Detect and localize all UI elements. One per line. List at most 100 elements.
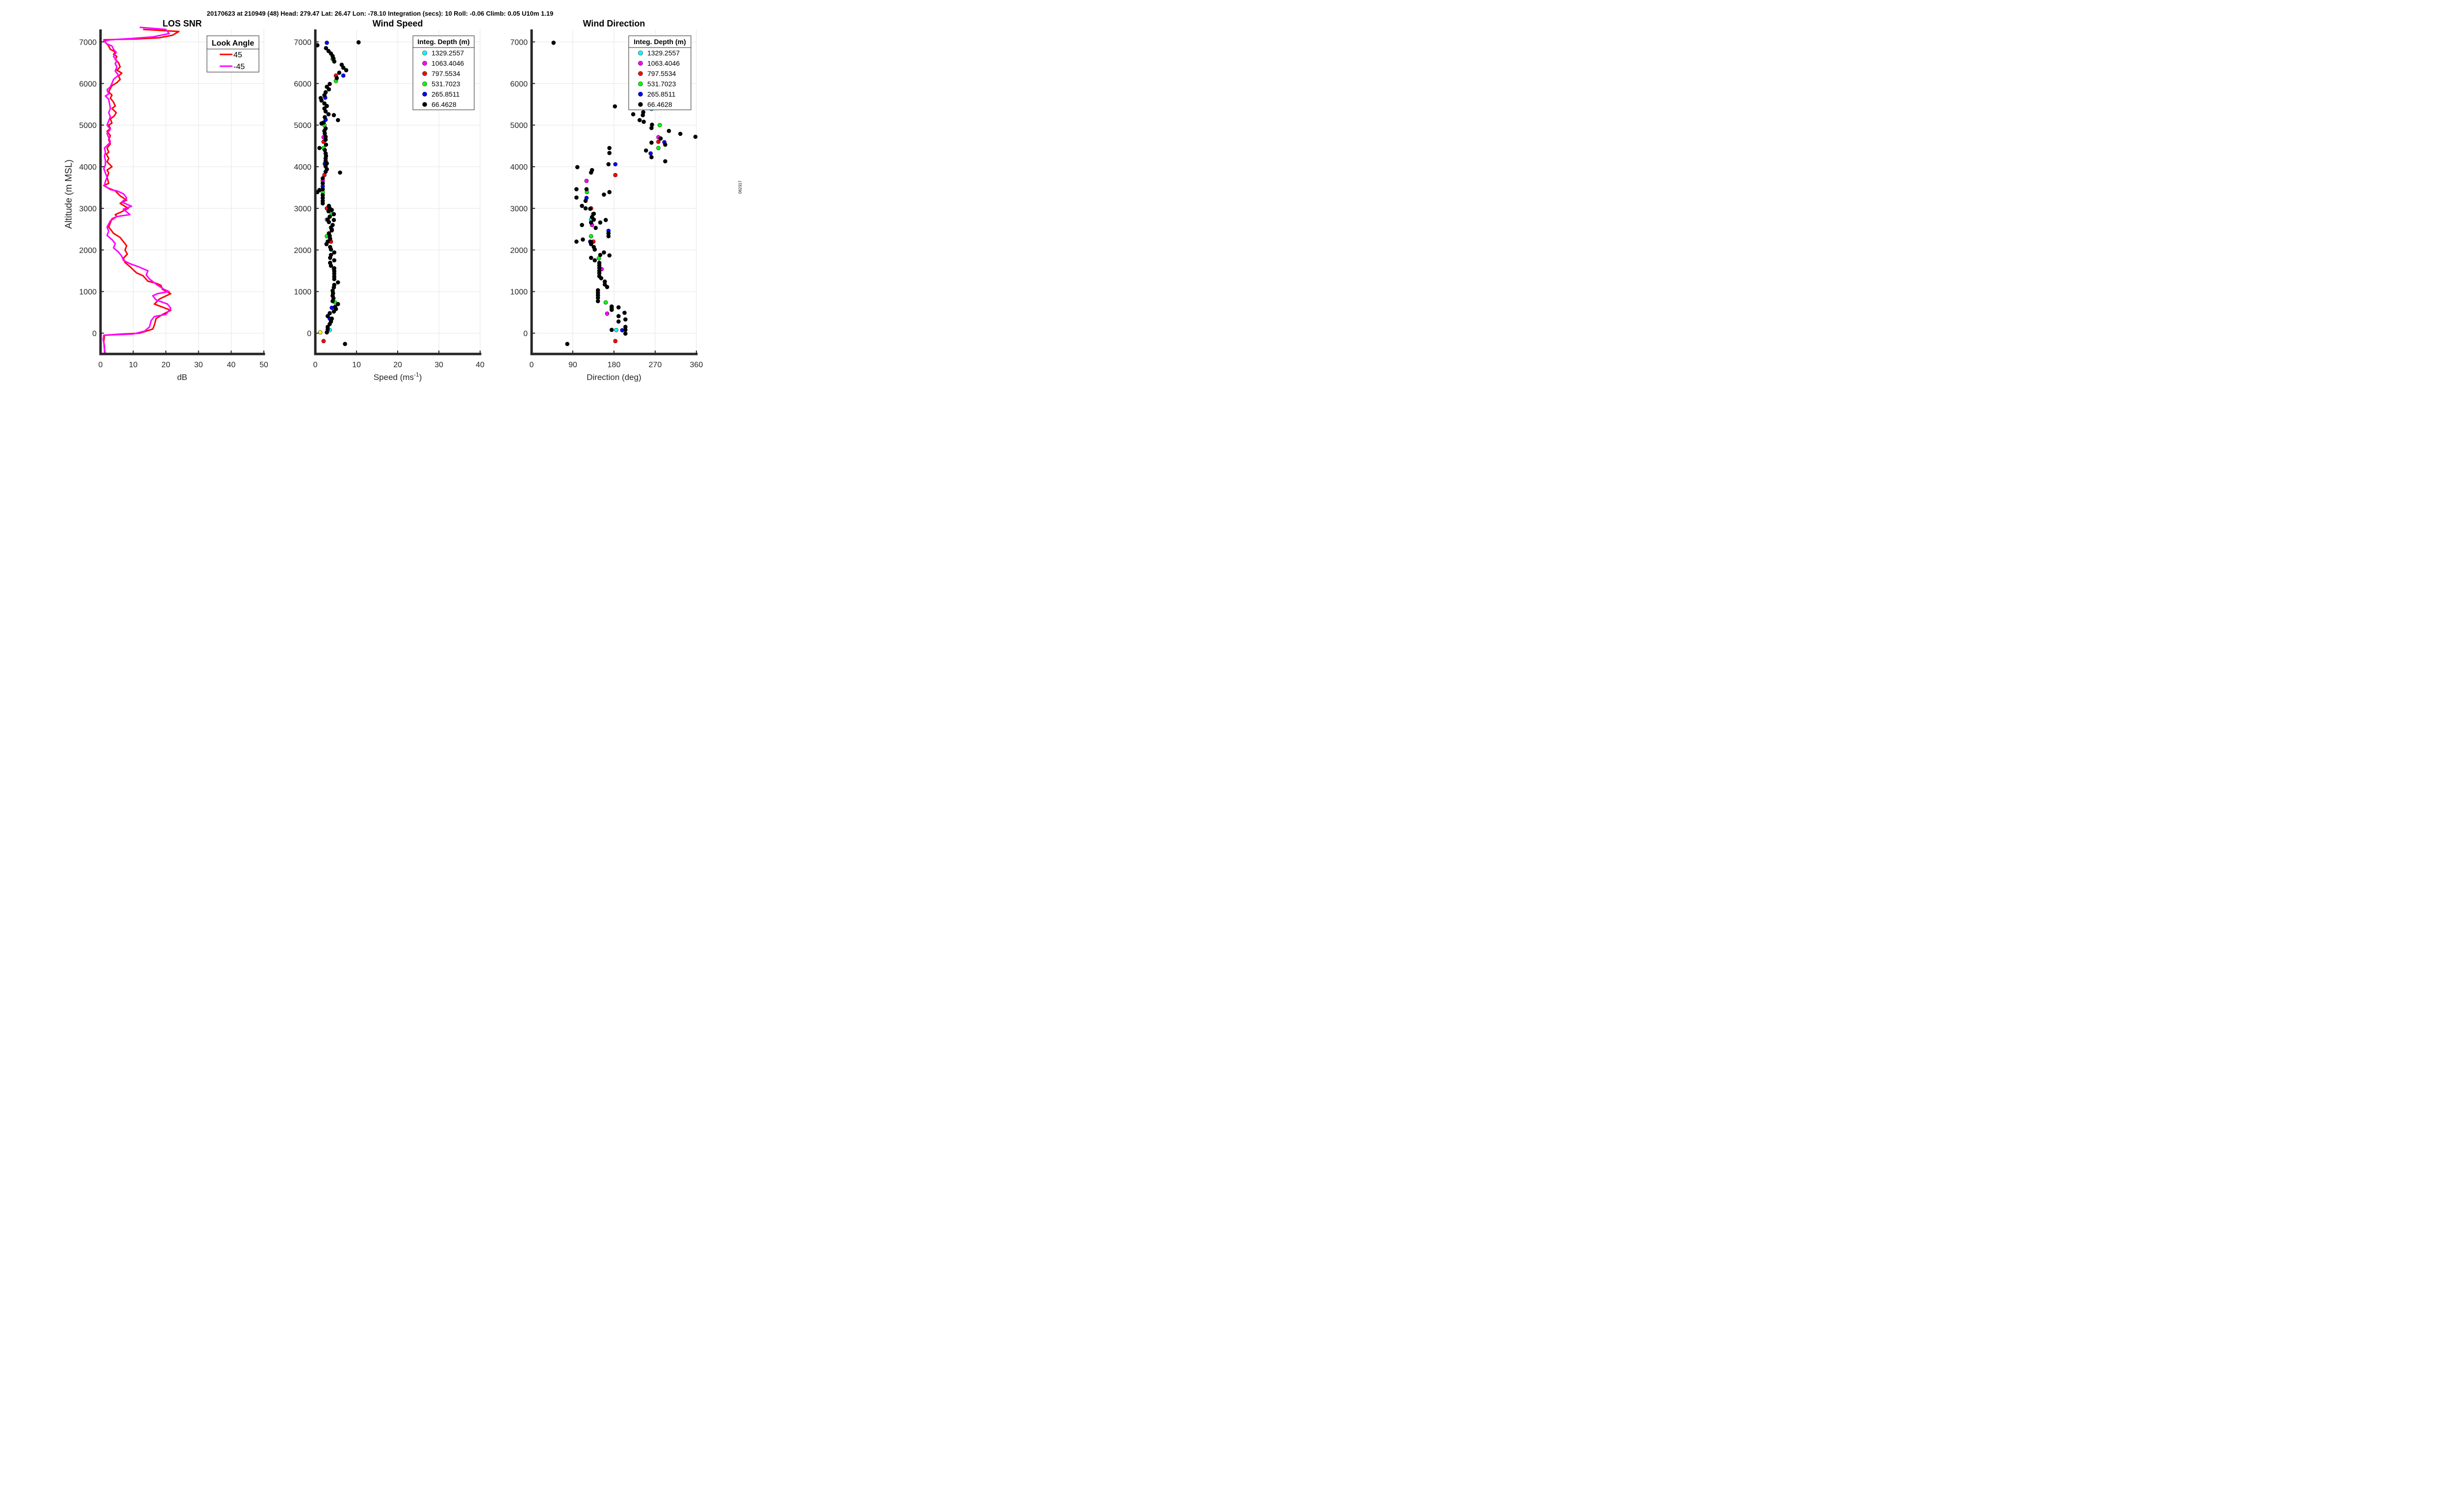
direction-point (606, 162, 611, 167)
direction-point (584, 178, 589, 183)
speed-point (328, 236, 332, 241)
speed-point (323, 137, 328, 142)
speed-point (343, 342, 347, 346)
direction-y-tick-label: 1000 (510, 288, 528, 297)
direction-y-tick-label: 7000 (510, 38, 528, 47)
direction-point (589, 255, 593, 260)
direction-x-tick-label: 360 (690, 361, 703, 369)
direction-legend-swatch (638, 71, 643, 76)
speed-point (335, 302, 340, 306)
direction-point (614, 328, 618, 332)
direction-point (610, 307, 614, 312)
direction-point (598, 252, 603, 257)
direction-point (613, 173, 618, 177)
direction-point (580, 203, 584, 208)
speed-legend-label: 265.8511 (432, 90, 460, 98)
direction-point (613, 162, 618, 167)
direction-point (663, 142, 667, 147)
speed-legend-swatch (422, 71, 427, 76)
direction-legend-label: 66.4628 (647, 101, 672, 108)
direction-legend-label: 265.8511 (647, 90, 676, 98)
snr-series-line (102, 26, 172, 354)
snr-x-tick-label: 20 (161, 361, 170, 369)
speed-legend-swatch (422, 81, 427, 86)
snr-y-tick-label: 1000 (79, 288, 97, 297)
direction-y-tick-label: 5000 (510, 122, 528, 130)
direction-point (613, 104, 617, 109)
speed-point (320, 201, 325, 206)
direction-point (607, 253, 612, 258)
speed-point (332, 218, 336, 223)
snr-x-tick-label: 30 (194, 361, 203, 369)
direction-point (589, 170, 593, 175)
direction-point (649, 140, 654, 145)
direction-legend: Integ. Depth (m) 1329.2557 1063.4046 797.55… (628, 35, 691, 110)
direction-point (574, 239, 579, 244)
direction-point (658, 123, 662, 127)
direction-point (656, 139, 661, 144)
direction-point (631, 112, 636, 117)
direction-point (663, 159, 667, 164)
speed-x-tick-label: 40 (476, 361, 485, 369)
direction-point (605, 285, 610, 289)
speed-legend: Integ. Depth (m) 1329.2557 1063.4046 797.55… (412, 35, 475, 110)
direction-y-tick-label: 0 (523, 330, 528, 338)
speed-xlabel: Speed (ms-1) (374, 371, 422, 382)
direction-y-tick-label: 2000 (510, 247, 528, 255)
direction-legend-label: 1063.4046 (647, 59, 680, 67)
speed-point (334, 76, 339, 80)
direction-point (605, 311, 610, 316)
direction-title: Wind Direction (583, 19, 645, 28)
speed-point (324, 46, 329, 50)
direction-point (591, 217, 596, 222)
speed-x-tick-label: 20 (393, 361, 402, 369)
speed-point (329, 263, 333, 268)
direction-point (648, 151, 653, 156)
direction-point (574, 195, 579, 200)
speed-legend-label: 531.7023 (432, 80, 460, 88)
speed-point (320, 181, 325, 186)
direction-legend-label: 797.5534 (647, 70, 676, 77)
snr-x-tick-label: 10 (129, 361, 138, 369)
direction-x-tick-label: 270 (649, 361, 662, 369)
snr-y-tick-label: 4000 (79, 163, 97, 172)
speed-legend-swatch (422, 50, 427, 55)
snr-x-tick-label: 0 (99, 361, 103, 369)
snr-legend-label: -45 (233, 63, 245, 71)
speed-point (328, 255, 332, 260)
direction-point (641, 120, 646, 124)
speed-legend-label: 66.4628 (432, 101, 457, 108)
speed-point (322, 101, 327, 106)
direction-point (580, 223, 584, 227)
direction-x-tick-label: 180 (608, 361, 621, 369)
snr-legend-label: 45 (233, 51, 242, 59)
figure-suptitle: 20170623 at 210949 (48) Head: 279.47 Lat… (206, 10, 554, 17)
speed-point (344, 68, 349, 73)
speed-point (332, 309, 336, 314)
direction-point (623, 317, 628, 322)
speed-title: Wind Speed (373, 19, 423, 28)
direction-point (616, 319, 621, 324)
snr-y-tick-label: 7000 (79, 38, 97, 47)
direction-legend-swatch (638, 61, 643, 66)
speed-point (341, 73, 346, 78)
speed-x-tick-label: 0 (313, 361, 318, 369)
snr-y-tick-label: 5000 (79, 122, 97, 130)
direction-point (678, 131, 683, 136)
speed-point (319, 121, 324, 126)
speed-point (320, 176, 325, 181)
speed-point (332, 212, 336, 217)
speed-point (332, 113, 336, 118)
speed-y-tick-label: 3000 (294, 205, 311, 213)
direction-y-tick-label: 3000 (510, 205, 528, 213)
direction-point (584, 187, 589, 192)
snr-x-tick-label: 40 (227, 361, 236, 369)
direction-point (589, 242, 593, 247)
direction-point (613, 339, 618, 344)
speed-point (324, 142, 329, 147)
speed-y-tick-label: 0 (307, 330, 311, 338)
speed-point (332, 277, 336, 281)
speed-point (321, 339, 326, 344)
speed-x-tick-label: 10 (352, 361, 361, 369)
speed-point (318, 330, 323, 335)
